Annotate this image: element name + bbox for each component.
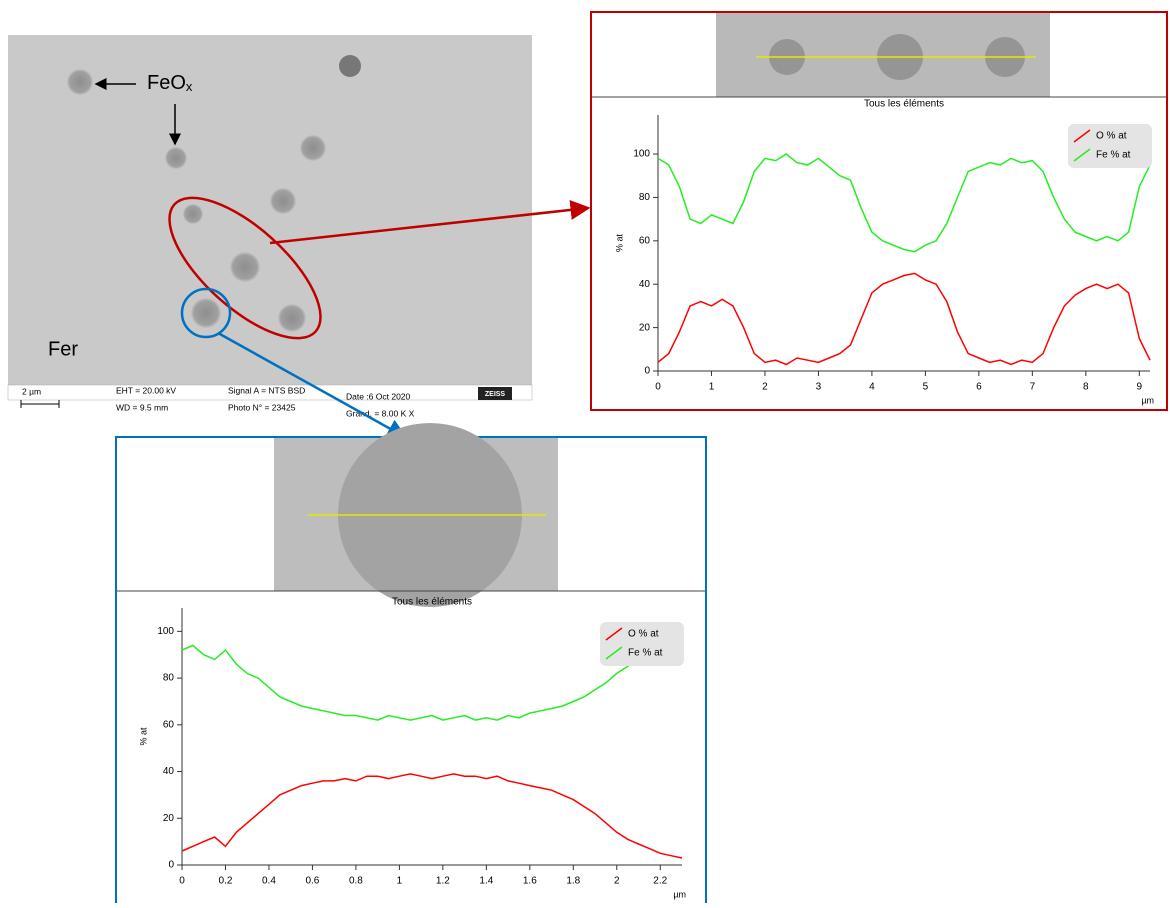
sem-image	[7, 35, 533, 408]
x-axis-label: µm	[1141, 395, 1154, 405]
magnification: Grand. = 8.00 K X	[346, 408, 415, 418]
x-tick-label: 1	[397, 876, 403, 887]
x-tick-label: 1.2	[436, 876, 450, 887]
y-tick-label: 20	[639, 322, 651, 333]
matrix-label: Fer	[48, 338, 78, 360]
red-arrow	[269, 199, 591, 245]
y-tick-label: 60	[639, 235, 651, 246]
legend-box	[600, 622, 684, 666]
x-tick-label: 0.6	[305, 876, 319, 887]
x-tick-label: 6	[976, 382, 982, 393]
data-line	[657, 153, 1151, 253]
x-tick-label: 1	[709, 382, 715, 393]
sem-info: 2 µm EHT = 20.00 kV WD = 9.5 mm Signal A…	[22, 385, 505, 418]
photo: Photo N° = 23425	[228, 402, 296, 412]
x-tick-label: 8	[1083, 382, 1089, 393]
x-tick-label: 2	[762, 382, 768, 393]
x-tick-label: 0.2	[219, 876, 233, 887]
oxide-label: FeOx	[147, 72, 193, 94]
data-line	[181, 773, 683, 859]
legend-swatch	[605, 646, 623, 660]
x-tick-label: 1.6	[523, 876, 537, 887]
blue-arrow	[217, 331, 408, 439]
legend-label: Fe % at	[1096, 150, 1131, 161]
panel-2	[115, 423, 707, 908]
y-axis-label: % at	[614, 233, 624, 252]
y-tick-label: 100	[157, 626, 174, 637]
legend-label: Fe % at	[628, 648, 663, 659]
chart-title: Tous les éléments	[864, 99, 944, 110]
x-tick-label: 0	[179, 876, 185, 887]
x-tick-label: 2	[614, 876, 620, 887]
scale-label: 2 µm	[22, 386, 41, 396]
legend-swatch	[1073, 148, 1091, 162]
x-tick-label: 0.8	[349, 876, 363, 887]
legend-label: O % at	[628, 629, 659, 640]
x-tick-label: 1.8	[566, 876, 580, 887]
data-line	[657, 272, 1151, 366]
data-line	[181, 635, 683, 721]
x-axis-label: µm	[673, 889, 686, 899]
y-tick-label: 0	[644, 366, 650, 377]
y-tick-label: 40	[639, 279, 651, 290]
chart-title: Tous les éléments	[392, 597, 472, 608]
legend-label: O % at	[1096, 131, 1127, 142]
panel-1	[590, 11, 1168, 411]
x-tick-label: 4	[869, 382, 875, 393]
eht: EHT = 20.00 kV	[116, 385, 176, 395]
y-tick-label: 40	[163, 766, 175, 777]
wd: WD = 9.5 mm	[116, 402, 168, 412]
y-tick-label: 60	[163, 719, 175, 730]
signal: Signal A = NTS BSD	[228, 385, 305, 395]
x-tick-label: 1.4	[479, 876, 493, 887]
x-tick-label: 3	[816, 382, 822, 393]
legend-box	[1068, 124, 1152, 168]
y-axis-label: % at	[138, 727, 148, 746]
y-tick-label: 100	[633, 149, 650, 160]
legend-swatch	[1073, 129, 1091, 143]
x-tick-label: 5	[923, 382, 929, 393]
brand: ZEISS	[485, 391, 506, 398]
x-tick-label: 2.2	[653, 876, 667, 887]
x-tick-label: 0.4	[262, 876, 276, 887]
y-tick-label: 20	[163, 813, 175, 824]
x-tick-label: 0	[655, 382, 661, 393]
date: Date :6 Oct 2020	[346, 391, 411, 401]
legend-swatch	[605, 627, 623, 641]
y-tick-label: 0	[168, 860, 174, 871]
y-tick-label: 80	[639, 192, 651, 203]
x-tick-label: 9	[1137, 382, 1143, 393]
y-tick-label: 80	[163, 673, 175, 684]
x-tick-label: 7	[1030, 382, 1036, 393]
